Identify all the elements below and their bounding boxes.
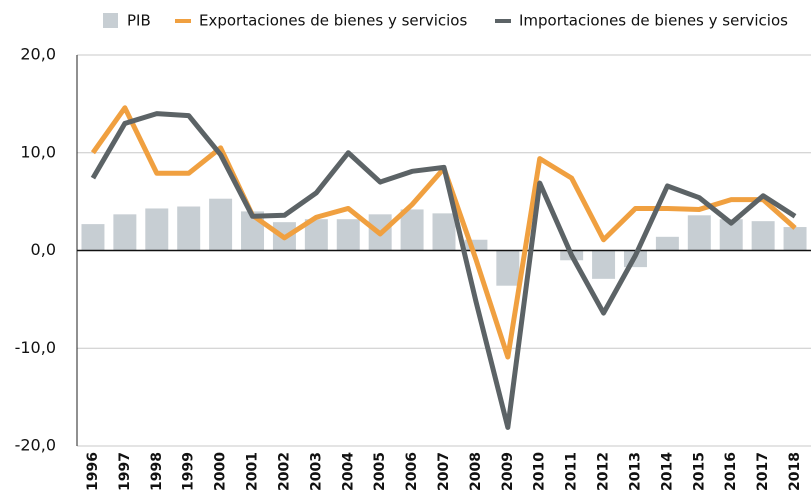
bar: [177, 206, 201, 251]
x-tick-label: 2007: [436, 452, 452, 491]
x-tick-label: 2017: [755, 452, 771, 491]
x-tick-label: 2004: [340, 452, 356, 491]
x-tick-label: 2006: [404, 452, 420, 491]
bar: [783, 227, 807, 251]
bar: [687, 215, 711, 251]
bar: [464, 239, 488, 251]
x-tick-label: 2002: [276, 452, 292, 491]
x-tick-label: 2011: [564, 452, 580, 491]
y-tick-label: 0,0: [31, 240, 56, 259]
bar: [592, 250, 616, 279]
y-tick-label: -20,0: [15, 436, 56, 455]
x-tick-label: 2008: [468, 452, 484, 491]
x-tick-label: 1998: [149, 452, 165, 491]
bar: [113, 214, 137, 251]
bar: [400, 209, 424, 251]
x-tick-label: 2013: [627, 452, 643, 491]
x-tick-label: 2005: [372, 452, 388, 491]
y-tick-label: 20,0: [20, 45, 56, 64]
x-tick-label: 2018: [787, 452, 803, 491]
y-tick-label: 10,0: [20, 142, 56, 161]
legend-swatch: [103, 13, 118, 28]
x-tick-label: 2016: [723, 452, 739, 491]
bar: [751, 221, 775, 251]
x-tick-label: 2010: [532, 452, 548, 491]
x-tick-label: 2003: [308, 452, 324, 491]
y-tick-label: -10,0: [15, 338, 56, 357]
legend-label: Exportaciones de bienes y servicios: [199, 12, 467, 30]
x-tick-label: 1997: [117, 452, 133, 491]
x-tick-label: 2000: [213, 452, 229, 491]
bar: [432, 213, 456, 251]
x-tick-label: 2001: [245, 452, 261, 491]
x-tick-label: 2014: [659, 452, 675, 491]
x-tick-label: 1999: [181, 452, 197, 491]
bar: [145, 208, 169, 251]
legend-label: PIB: [127, 12, 151, 30]
x-tick-label: 2012: [596, 452, 612, 491]
bar: [719, 219, 743, 251]
x-tick-label: 2015: [691, 452, 707, 491]
bar: [304, 219, 328, 251]
bar: [81, 224, 105, 251]
x-tick-label: 2009: [500, 452, 516, 491]
x-tick-label: 1996: [85, 452, 101, 491]
bar: [336, 219, 360, 251]
line: [90, 111, 797, 430]
bar: [655, 236, 679, 251]
bar: [209, 198, 233, 251]
legend-label: Importaciones de bienes y servicios: [519, 12, 788, 30]
bar: [496, 250, 520, 286]
